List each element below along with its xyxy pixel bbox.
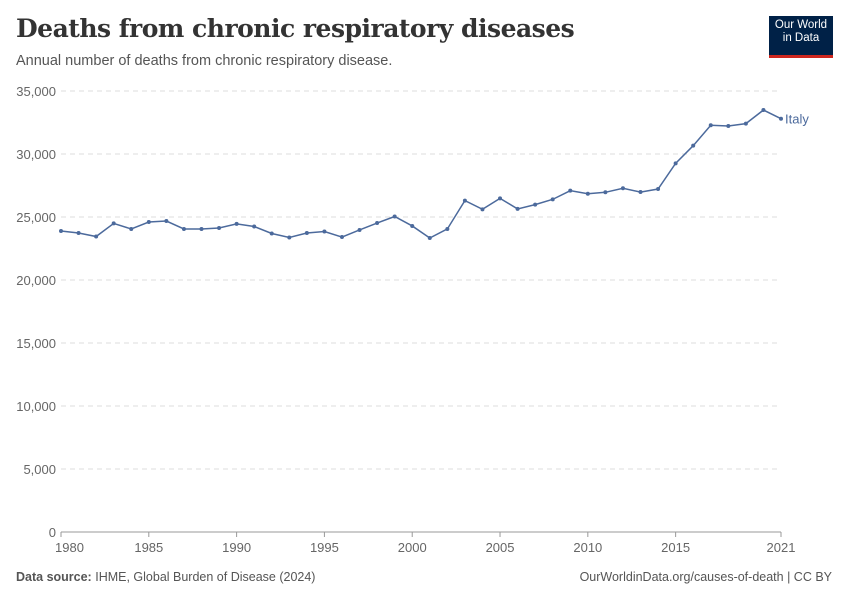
data-point [76,231,81,236]
data-point [322,229,327,234]
data-point [620,186,625,191]
y-tick-label: 10,000 [16,399,56,414]
data-point [339,235,344,240]
data-point [550,197,555,202]
data-point [146,220,151,225]
data-point [287,235,292,240]
data-point [515,206,520,211]
x-tick-label: 2010 [573,540,602,555]
y-tick-label: 20,000 [16,273,56,288]
data-point [357,227,362,232]
data-point [726,124,731,129]
source-text: IHME, Global Burden of Disease (2024) [95,570,316,584]
owid-logo[interactable]: Our World in Data [769,16,833,58]
data-point [568,188,573,193]
y-tick-label: 15,000 [16,336,56,351]
data-point [656,187,661,192]
series-label: Italy [785,112,809,127]
source-label: Data source: [16,570,92,584]
data-point [129,226,134,231]
x-tick-label: 2005 [486,540,515,555]
data-point [585,191,590,196]
x-tick-label: 2021 [767,540,796,555]
data-point [375,221,380,226]
data-point [164,219,169,224]
data-point [304,231,309,236]
data-point [199,226,204,231]
data-point [603,190,608,195]
data-point [392,214,397,219]
data-point [181,226,186,231]
data-point [533,202,538,207]
data-point [410,223,415,228]
data-point [708,123,713,128]
series-line [60,109,782,239]
x-tick-label: 1985 [134,540,163,555]
data-point [94,234,99,239]
footer-link[interactable]: OurWorldinData.org/causes-of-death | CC … [579,570,832,584]
y-tick-label: 25,000 [16,210,56,225]
y-tick-label: 30,000 [16,147,56,162]
y-tick-label: 35,000 [16,84,56,99]
data-point [445,226,450,231]
data-point [761,108,766,113]
data-point [427,236,432,241]
x-tick-label: 1990 [222,540,251,555]
data-point [779,116,783,121]
x-tick-label: 1995 [310,540,339,555]
y-tick-label: 0 [49,525,56,540]
data-point [234,221,239,226]
x-tick-label: 2000 [398,540,427,555]
data-point [691,143,696,148]
data-point [638,190,643,195]
data-point [462,198,467,203]
data-point [673,161,678,166]
y-tick-label: 5,000 [23,462,56,477]
data-source: Data source: IHME, Global Burden of Dise… [16,570,315,584]
x-tick-label: 1980 [55,540,84,555]
x-tick-label: 2015 [661,540,690,555]
data-point [743,121,748,126]
chart-title: Deaths from chronic respiratory diseases [16,14,575,43]
data-point [217,225,222,230]
data-point [59,228,63,233]
data-point [269,231,274,236]
data-point [498,196,503,201]
data-point [252,224,257,229]
chart-subtitle: Annual number of deaths from chronic res… [16,53,393,69]
data-point [111,221,116,226]
data-point [480,207,485,212]
